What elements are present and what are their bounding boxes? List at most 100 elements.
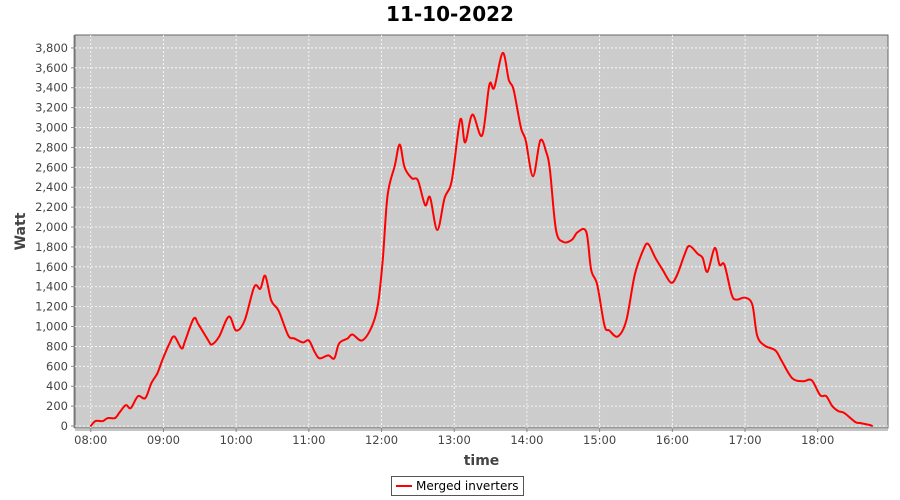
- data-point: [192, 317, 195, 320]
- x-tick-label: 16:00: [656, 433, 689, 447]
- y-tick-label: 3,200: [35, 101, 68, 115]
- data-point: [293, 337, 296, 340]
- data-point: [859, 422, 861, 424]
- y-tick-label: 2,000: [35, 220, 68, 234]
- data-point: [780, 359, 783, 362]
- data-point: [625, 319, 628, 322]
- data-point: [539, 139, 542, 142]
- x-tick-label: 15:00: [583, 433, 616, 447]
- data-point: [180, 347, 183, 350]
- data-point: [253, 285, 256, 288]
- y-tick-label: 1,200: [35, 300, 68, 314]
- data-point: [562, 241, 565, 243]
- y-tick-label: 1,800: [35, 240, 68, 254]
- y-tick-label: 1,000: [35, 320, 68, 334]
- data-point: [338, 342, 340, 345]
- data-point: [633, 273, 636, 276]
- data-point: [218, 335, 220, 338]
- data-point: [810, 379, 813, 382]
- plot-area: [74, 34, 889, 429]
- data-point: [555, 229, 557, 231]
- data-point: [235, 329, 237, 332]
- data-point: [301, 341, 304, 344]
- data-point: [723, 264, 726, 266]
- data-point: [277, 309, 280, 312]
- data-point: [459, 118, 462, 121]
- data-point: [501, 52, 504, 54]
- data-point: [197, 323, 200, 326]
- legend-label: Merged inverters: [416, 479, 519, 493]
- data-point: [791, 377, 794, 380]
- legend: Merged inverters: [391, 476, 524, 496]
- data-point: [549, 169, 551, 172]
- data-point: [520, 126, 522, 129]
- y-tick-label: 2,200: [35, 200, 68, 214]
- data-point: [398, 143, 401, 146]
- y-tick-label: 200: [46, 399, 68, 413]
- data-point: [512, 88, 515, 91]
- y-tick-label: 3,600: [35, 61, 68, 75]
- data-point: [318, 357, 321, 360]
- data-point: [647, 243, 649, 245]
- y-tick-label: 1,400: [35, 280, 68, 294]
- data-point: [394, 164, 396, 167]
- y-tick-label: 1,600: [35, 260, 68, 274]
- data-point: [114, 417, 116, 419]
- data-point: [706, 270, 709, 273]
- data-point: [211, 343, 213, 346]
- x-tick-label: 10:00: [220, 433, 253, 447]
- data-point: [243, 319, 246, 322]
- data-point: [654, 257, 657, 259]
- x-tick-label: 13:00: [438, 433, 471, 447]
- data-point: [173, 335, 176, 338]
- data-point: [756, 334, 758, 337]
- data-point: [119, 411, 121, 413]
- data-point: [403, 166, 406, 169]
- data-point: [713, 247, 716, 249]
- data-point: [346, 337, 349, 340]
- data-point: [361, 339, 363, 342]
- data-point: [377, 303, 379, 306]
- data-point: [507, 78, 510, 81]
- data-point: [843, 412, 846, 414]
- data-point: [545, 151, 548, 154]
- data-point: [831, 405, 834, 407]
- data-point: [327, 354, 330, 357]
- y-tick-label: 3,800: [35, 41, 68, 55]
- data-point: [333, 357, 336, 360]
- data-point: [532, 175, 534, 178]
- data-point: [570, 239, 573, 241]
- data-point: [386, 194, 389, 196]
- data-point: [670, 281, 672, 284]
- data-point: [150, 382, 153, 385]
- data-point: [825, 395, 828, 397]
- y-tick-label: 800: [46, 339, 68, 353]
- data-point: [774, 349, 777, 352]
- data-point: [493, 86, 496, 89]
- data-point: [228, 315, 230, 318]
- data-point: [688, 245, 691, 247]
- data-point: [443, 197, 446, 199]
- data-point: [837, 410, 840, 412]
- data-point: [259, 287, 262, 290]
- x-tick-label: 09:00: [147, 433, 180, 447]
- y-tick-label: 600: [46, 359, 68, 373]
- data-point: [488, 83, 491, 86]
- data-point: [819, 394, 821, 396]
- y-tick-label: 2,400: [35, 180, 68, 194]
- data-point: [718, 264, 721, 266]
- data-point: [207, 339, 210, 342]
- y-tick-label: 3,000: [35, 121, 68, 135]
- data-point: [429, 196, 431, 198]
- data-point: [287, 334, 290, 337]
- data-point: [308, 339, 310, 342]
- x-tick-label: 08:00: [74, 433, 107, 447]
- data-point: [701, 257, 704, 259]
- y-tick-label: 0: [61, 419, 68, 433]
- data-point: [436, 229, 439, 231]
- data-point: [590, 269, 592, 271]
- data-point: [730, 293, 733, 296]
- data-point: [89, 425, 92, 427]
- data-point: [696, 253, 699, 255]
- data-point: [524, 139, 527, 142]
